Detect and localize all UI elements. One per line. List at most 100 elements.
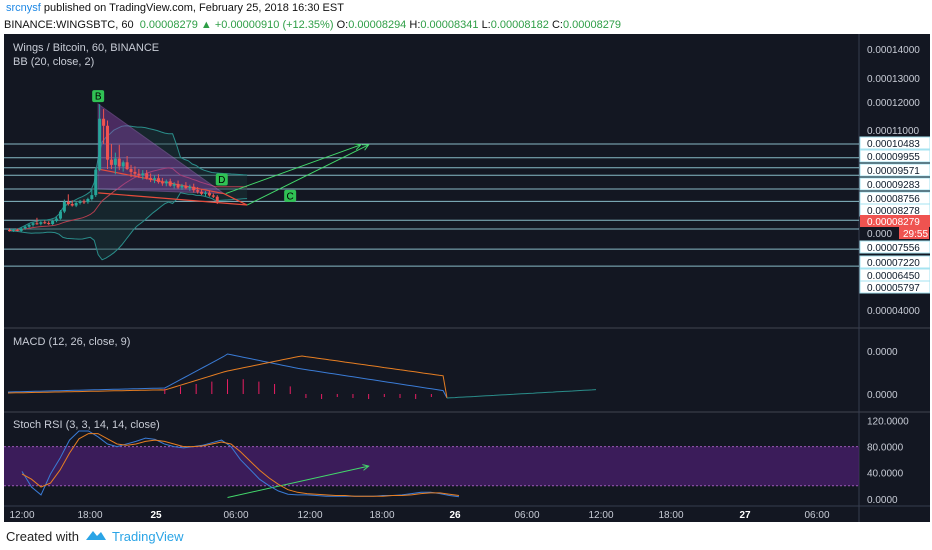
time-axis-tick: 12:00 <box>9 510 34 521</box>
low-value: 0.00008182 <box>490 19 549 31</box>
up-arrow-icon: ▲ <box>200 19 212 31</box>
level-tag-bg <box>859 280 930 294</box>
open-label: O: <box>336 19 349 31</box>
candle-up <box>55 218 59 221</box>
pattern-triangle <box>97 103 226 195</box>
candle-down <box>82 201 86 203</box>
candle-up <box>39 222 43 224</box>
close-value: 0.00008279 <box>562 19 622 31</box>
time-axis-tick: 27 <box>739 510 751 521</box>
high-label: H: <box>409 19 421 31</box>
signal-line <box>7 355 448 399</box>
publish-text: published on TradingView.com, February 2… <box>43 2 344 14</box>
time-axis-tick: 18:00 <box>658 510 683 521</box>
candle-up <box>23 226 27 229</box>
low-label: L: <box>481 19 491 31</box>
price-axis-tick: 0.00009955 <box>867 152 920 163</box>
price-axis-tick: 0.00014000 <box>867 45 920 56</box>
price-axis-tick: 0.00012000 <box>867 98 920 109</box>
price-axis-tick: 0.00008279 <box>867 217 920 228</box>
projection-arrow <box>227 466 369 498</box>
stoch-axis-tick: 0.0000 <box>867 495 898 506</box>
candle-up <box>78 201 82 203</box>
candle-down <box>70 203 74 206</box>
candle-up <box>204 192 207 194</box>
time-axis-tick: 06:00 <box>804 510 829 521</box>
price-axis-tick: 0.00013000 <box>867 74 920 85</box>
price-axis-tick: 0.00007556 <box>867 243 920 254</box>
candle-down <box>184 185 188 189</box>
stoch-axis-tick: 120.0000 <box>867 417 909 428</box>
bb-indicator-label[interactable]: BB (20, close, 2) <box>13 56 95 68</box>
candle-up <box>172 184 176 186</box>
chart-canvas[interactable]: 0.00014000 0.00013000 0.00012000 0.00011000… <box>4 34 930 522</box>
footer-bar: Created with TradingView <box>0 522 932 550</box>
stoch-axis-tick: 40.0000 <box>867 469 904 480</box>
candle-down <box>133 171 137 174</box>
high-value: 0.00008341 <box>420 19 479 31</box>
created-with-text: Created with <box>6 529 79 544</box>
time-axis-tick: 06:00 <box>223 510 248 521</box>
countdown-tag-bg <box>899 227 929 239</box>
candle-down <box>192 186 196 191</box>
candle-down <box>200 191 204 194</box>
candle-up <box>74 202 78 206</box>
bb-fill <box>8 125 248 260</box>
candle-up <box>164 181 168 184</box>
open-value: 0.00008294 <box>348 19 407 31</box>
candle-down <box>109 159 113 165</box>
main-pane-title: Wings / Bitcoin, 60, BINANCE <box>13 42 160 54</box>
last-price: 0.00008279 <box>139 19 198 31</box>
candle-down <box>35 223 39 225</box>
badge-c: C <box>287 191 294 202</box>
price-axis-tick: 0.00011000 <box>867 126 920 137</box>
candle-down <box>211 195 215 197</box>
price-axis-tick: 0.00008756 <box>867 194 920 205</box>
level-tag-bg <box>859 149 930 163</box>
candle-up <box>188 186 192 189</box>
candle-up <box>94 169 98 196</box>
candle-up <box>62 201 66 212</box>
tradingview-brand[interactable]: TradingView <box>112 529 184 544</box>
candle-up <box>58 211 62 219</box>
price-axis-tick: 0.00005797 <box>867 283 920 294</box>
candle-up <box>86 199 90 203</box>
pattern-extension <box>98 168 248 206</box>
level-tag-bg <box>859 136 930 150</box>
price-axis-tick: 0.00010483 <box>867 139 920 150</box>
time-axis-tick: 12:00 <box>297 510 322 521</box>
time-axis-tick: 12:00 <box>588 510 613 521</box>
current-price-tag-bg <box>860 215 930 227</box>
candle-down <box>8 230 11 232</box>
stoch-pane-title[interactable]: Stoch RSI (3, 3, 14, 14, close) <box>13 419 160 431</box>
candle-down <box>137 173 141 176</box>
badge-b-bg <box>92 90 105 103</box>
author-link[interactable]: srcnysf <box>6 2 41 14</box>
candle-down <box>43 222 47 224</box>
candle-down <box>176 184 180 188</box>
candle-down <box>117 158 121 167</box>
stoch-band <box>4 446 859 486</box>
price-axis-tick: 0.00004000 <box>867 306 920 317</box>
bb-basis <box>7 167 248 232</box>
projection-arrow <box>246 145 369 206</box>
bb-upper-band <box>7 125 248 232</box>
level-tag-bg <box>859 255 930 269</box>
price-axis-tick: 0.00007220 <box>867 258 920 269</box>
candle-down <box>215 196 219 202</box>
chart-area[interactable]: 0.00014000 0.00013000 0.00012000 0.00011000… <box>4 34 930 522</box>
candle-down <box>106 125 109 160</box>
macd-line <box>7 353 448 399</box>
candle-up <box>27 224 31 227</box>
macd-pane-title[interactable]: MACD (12, 26, close, 9) <box>13 336 131 348</box>
stoch-axis-tick: 80.0000 <box>867 443 904 454</box>
candle-down <box>129 169 133 172</box>
candle-down <box>66 201 70 204</box>
macd-axis-tick: 0.0000 <box>867 390 898 401</box>
candle-up <box>121 162 125 167</box>
candle-down <box>207 192 211 196</box>
candle-down <box>196 190 200 192</box>
level-tag-bg <box>859 163 930 177</box>
macd-projection <box>446 389 597 399</box>
candle-up <box>19 228 23 231</box>
